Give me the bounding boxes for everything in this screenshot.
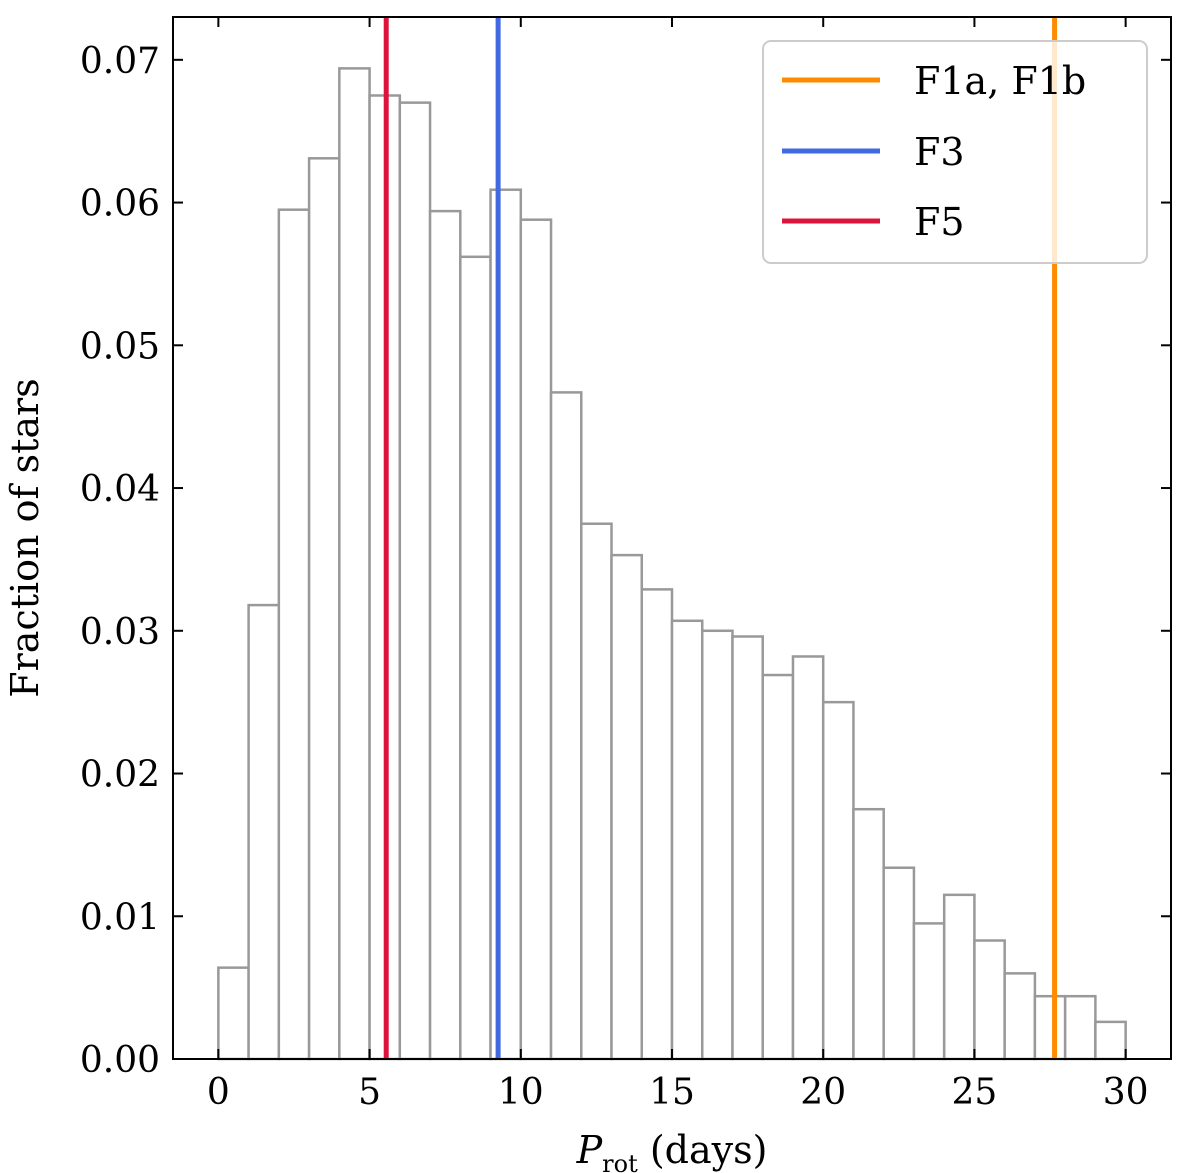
histogram-bar	[973, 939, 1006, 1061]
histogram-bar	[610, 553, 644, 1061]
histogram-bar	[428, 209, 462, 1061]
histogram-bar	[1003, 972, 1037, 1061]
histogram-bar	[1063, 994, 1097, 1061]
x-tick-label: 5	[358, 1072, 381, 1113]
y-tick-label: 0.03	[80, 612, 160, 653]
histogram-bar	[731, 635, 764, 1061]
legend: F1a, F1b F3 F5	[762, 40, 1148, 264]
histogram-bar	[791, 655, 825, 1061]
histogram-bar	[852, 807, 885, 1061]
y-tick-label: 0.01	[80, 897, 160, 938]
y-tick-label: 0.04	[80, 469, 160, 510]
histogram-bar	[549, 391, 583, 1061]
y-tick-label: 0.06	[80, 184, 160, 225]
histogram-bar	[640, 588, 674, 1061]
x-tick-label: 0	[207, 1072, 230, 1113]
histogram-bar	[459, 255, 492, 1061]
legend-label-f1: F1a, F1b	[914, 59, 1086, 103]
histogram-bar	[670, 619, 704, 1061]
histogram-bar	[1094, 1020, 1127, 1061]
histogram-bar	[1033, 994, 1067, 1061]
plot-frame	[172, 16, 1172, 1060]
x-axis-unit: (days)	[638, 1128, 768, 1172]
x-tick-label: 30	[1103, 1072, 1149, 1113]
x-tick-label: 20	[800, 1072, 846, 1113]
x-axis-label: Prot (days)	[576, 1128, 768, 1173]
histogram-bar	[307, 157, 341, 1061]
histogram-bar	[217, 966, 250, 1061]
histogram-bar	[519, 218, 553, 1061]
histogram-bar	[882, 866, 916, 1061]
x-tick-labels: 0 5 10 15 20 25 30	[207, 1072, 1149, 1113]
y-tick-labels: 0.00 0.01 0.02 0.03 0.04 0.05 0.06 0.07	[80, 41, 160, 1081]
y-tick-label: 0.00	[80, 1040, 160, 1081]
x-axis-symbol: P	[576, 1128, 604, 1172]
x-tick-label: 15	[649, 1072, 695, 1113]
x-tick-label: 25	[952, 1072, 998, 1113]
histogram-bar	[247, 603, 281, 1061]
legend-box	[762, 40, 1148, 264]
legend-label-f3: F3	[914, 130, 965, 174]
y-tick-label: 0.07	[80, 41, 160, 82]
histogram-bar	[761, 673, 795, 1061]
histogram-bar	[338, 67, 371, 1061]
histogram-bars	[217, 67, 1127, 1061]
y-tick-label: 0.02	[80, 755, 160, 796]
histogram-bar	[277, 208, 311, 1061]
y-axis-label: Fraction of stars	[3, 378, 47, 697]
histogram-bar	[489, 188, 523, 1061]
histogram-bar	[398, 101, 432, 1061]
histogram-bar	[912, 922, 946, 1061]
histogram-bar	[942, 893, 976, 1061]
y-tick-label: 0.05	[80, 326, 160, 367]
histogram-bar	[821, 700, 855, 1061]
x-axis-subscript: rot	[602, 1150, 638, 1173]
x-tick-label: 10	[498, 1072, 544, 1113]
histogram-bar	[700, 629, 734, 1061]
histogram-bar	[580, 522, 613, 1061]
legend-label-f5: F5	[914, 200, 965, 244]
axis-ticks	[173, 17, 1171, 1060]
